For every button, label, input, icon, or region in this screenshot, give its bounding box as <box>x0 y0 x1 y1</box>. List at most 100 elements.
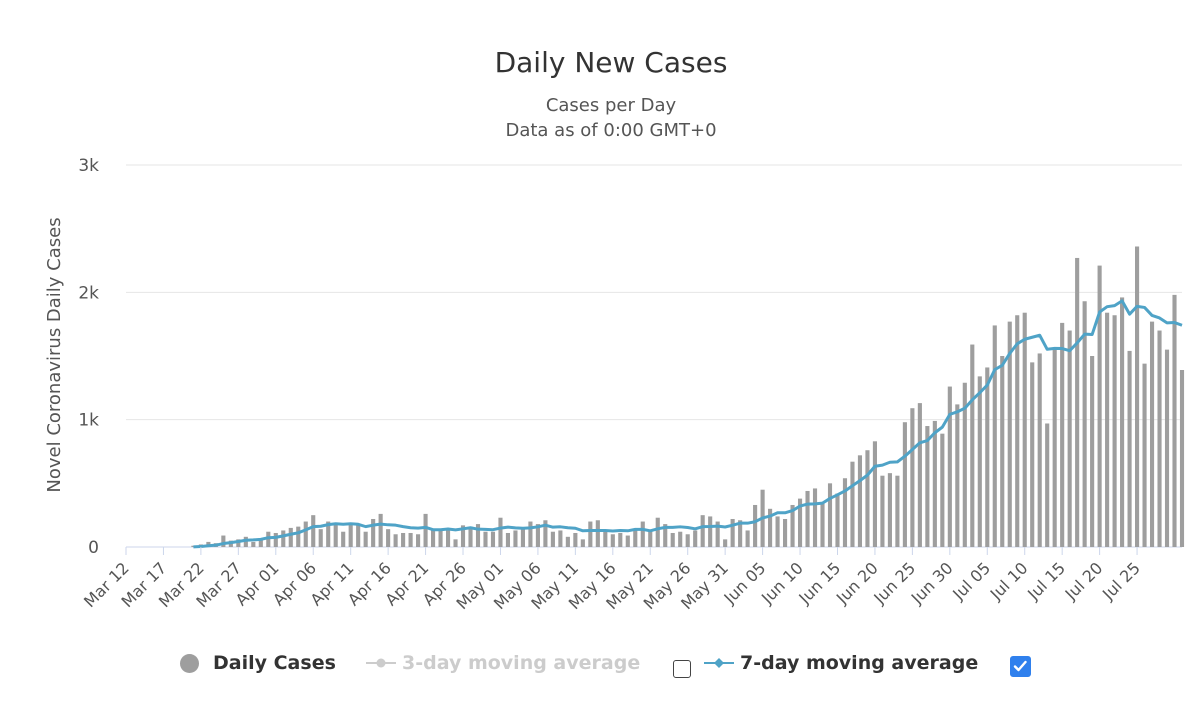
bar-daily-cases[interactable] <box>475 524 481 547</box>
bar-daily-cases[interactable] <box>955 404 960 547</box>
bar-daily-cases[interactable] <box>603 531 608 547</box>
bar-daily-cases[interactable] <box>700 515 705 547</box>
bar-daily-cases[interactable] <box>872 441 877 547</box>
bar-daily-cases[interactable] <box>625 535 630 547</box>
bar-daily-cases[interactable] <box>1179 370 1185 547</box>
bar-daily-cases[interactable] <box>550 531 555 547</box>
bar-daily-cases[interactable] <box>543 520 548 547</box>
bar-series-daily-cases[interactable] <box>191 246 1185 547</box>
bar-daily-cases[interactable] <box>258 538 263 547</box>
bar-daily-cases[interactable] <box>1149 321 1155 547</box>
bar-daily-cases[interactable] <box>842 478 848 547</box>
bar-daily-cases[interactable] <box>431 530 436 547</box>
bar-daily-cases[interactable] <box>723 539 728 547</box>
bar-daily-cases[interactable] <box>513 530 518 547</box>
bar-daily-cases[interactable] <box>633 529 638 547</box>
bar-daily-cases[interactable] <box>1127 350 1132 547</box>
bar-daily-cases[interactable] <box>1030 362 1035 547</box>
bar-daily-cases[interactable] <box>393 534 398 547</box>
bar-daily-cases[interactable] <box>588 521 593 547</box>
bar-daily-cases[interactable] <box>565 536 570 547</box>
bar-daily-cases[interactable] <box>423 513 428 547</box>
bar-daily-cases[interactable] <box>1075 257 1080 547</box>
bar-daily-cases[interactable] <box>401 532 406 547</box>
bar-daily-cases[interactable] <box>333 524 338 547</box>
bar-daily-cases[interactable] <box>326 521 331 547</box>
bar-daily-cases[interactable] <box>1142 363 1147 547</box>
bar-daily-cases[interactable] <box>1164 349 1170 547</box>
bar-daily-cases[interactable] <box>498 517 503 547</box>
bar-daily-cases[interactable] <box>685 534 690 547</box>
bar-daily-cases[interactable] <box>363 531 368 547</box>
bar-daily-cases[interactable] <box>273 532 278 547</box>
bar-daily-cases[interactable] <box>1120 297 1125 547</box>
bar-daily-cases[interactable] <box>970 344 975 547</box>
bar-daily-cases[interactable] <box>386 529 391 547</box>
checkbox-3-day-average[interactable] <box>673 660 691 678</box>
line-series-7-day-average[interactable] <box>193 299 1183 549</box>
bar-daily-cases[interactable] <box>805 490 810 547</box>
bar-daily-cases[interactable] <box>505 532 511 547</box>
bar-daily-cases[interactable] <box>745 530 750 547</box>
bar-daily-cases[interactable] <box>483 531 488 547</box>
bar-daily-cases[interactable] <box>1090 356 1095 547</box>
bar-daily-cases[interactable] <box>1022 312 1027 547</box>
bar-daily-cases[interactable] <box>303 521 308 547</box>
bar-daily-cases[interactable] <box>850 461 855 547</box>
bar-daily-cases[interactable] <box>618 532 623 547</box>
bar-daily-cases[interactable] <box>416 534 421 547</box>
legend-item-7-day-average[interactable]: 7-day moving average <box>704 652 978 674</box>
bar-daily-cases[interactable] <box>1112 315 1117 547</box>
line-7-day-average[interactable] <box>193 299 1183 549</box>
bar-daily-cases[interactable] <box>221 535 226 547</box>
bar-daily-cases[interactable] <box>1172 294 1177 547</box>
bar-daily-cases[interactable] <box>1045 423 1050 547</box>
bar-daily-cases[interactable] <box>880 475 885 547</box>
bar-daily-cases[interactable] <box>296 526 301 547</box>
bar-daily-cases[interactable] <box>812 488 818 547</box>
bar-daily-cases[interactable] <box>371 518 376 547</box>
bar-daily-cases[interactable] <box>977 376 982 547</box>
bar-daily-cases[interactable] <box>266 531 271 547</box>
bar-daily-cases[interactable] <box>348 522 353 547</box>
bar-daily-cases[interactable] <box>243 536 248 547</box>
bar-daily-cases[interactable] <box>490 531 496 547</box>
bar-daily-cases[interactable] <box>775 516 780 547</box>
bar-daily-cases[interactable] <box>947 386 952 547</box>
bar-daily-cases[interactable] <box>708 516 713 547</box>
bar-daily-cases[interactable] <box>678 531 683 547</box>
bar-daily-cases[interactable] <box>1082 301 1087 547</box>
bar-daily-cases[interactable] <box>835 493 840 547</box>
bar-daily-cases[interactable] <box>1060 322 1065 547</box>
bar-daily-cases[interactable] <box>790 504 795 547</box>
bar-daily-cases[interactable] <box>520 529 525 547</box>
bar-daily-cases[interactable] <box>1157 330 1162 547</box>
bar-daily-cases[interactable] <box>693 530 698 547</box>
bar-daily-cases[interactable] <box>738 520 743 547</box>
bar-daily-cases[interactable] <box>715 521 720 547</box>
bar-daily-cases[interactable] <box>288 527 293 547</box>
bar-daily-cases[interactable] <box>558 530 563 547</box>
bar-daily-cases[interactable] <box>438 529 443 547</box>
bar-daily-cases[interactable] <box>827 483 833 547</box>
legend-item-daily-cases[interactable]: Daily Cases <box>180 652 336 674</box>
bar-daily-cases[interactable] <box>655 517 660 547</box>
checkbox-7-day-average[interactable] <box>1010 656 1031 677</box>
bar-daily-cases[interactable] <box>865 450 870 547</box>
bar-daily-cases[interactable] <box>768 508 773 547</box>
bar-daily-cases[interactable] <box>1000 356 1005 547</box>
bar-daily-cases[interactable] <box>962 382 967 547</box>
bar-daily-cases[interactable] <box>1037 353 1042 547</box>
bar-daily-cases[interactable] <box>1105 312 1110 547</box>
bar-daily-cases[interactable] <box>1067 330 1072 547</box>
bar-daily-cases[interactable] <box>408 532 413 547</box>
bar-daily-cases[interactable] <box>730 518 735 547</box>
bar-daily-cases[interactable] <box>1135 246 1140 547</box>
bar-daily-cases[interactable] <box>925 426 930 547</box>
bar-daily-cases[interactable] <box>236 539 241 547</box>
bar-daily-cases[interactable] <box>902 422 907 547</box>
bar-daily-cases[interactable] <box>753 504 758 547</box>
bar-daily-cases[interactable] <box>460 525 466 547</box>
bar-daily-cases[interactable] <box>341 531 346 547</box>
bar-daily-cases[interactable] <box>640 521 645 547</box>
